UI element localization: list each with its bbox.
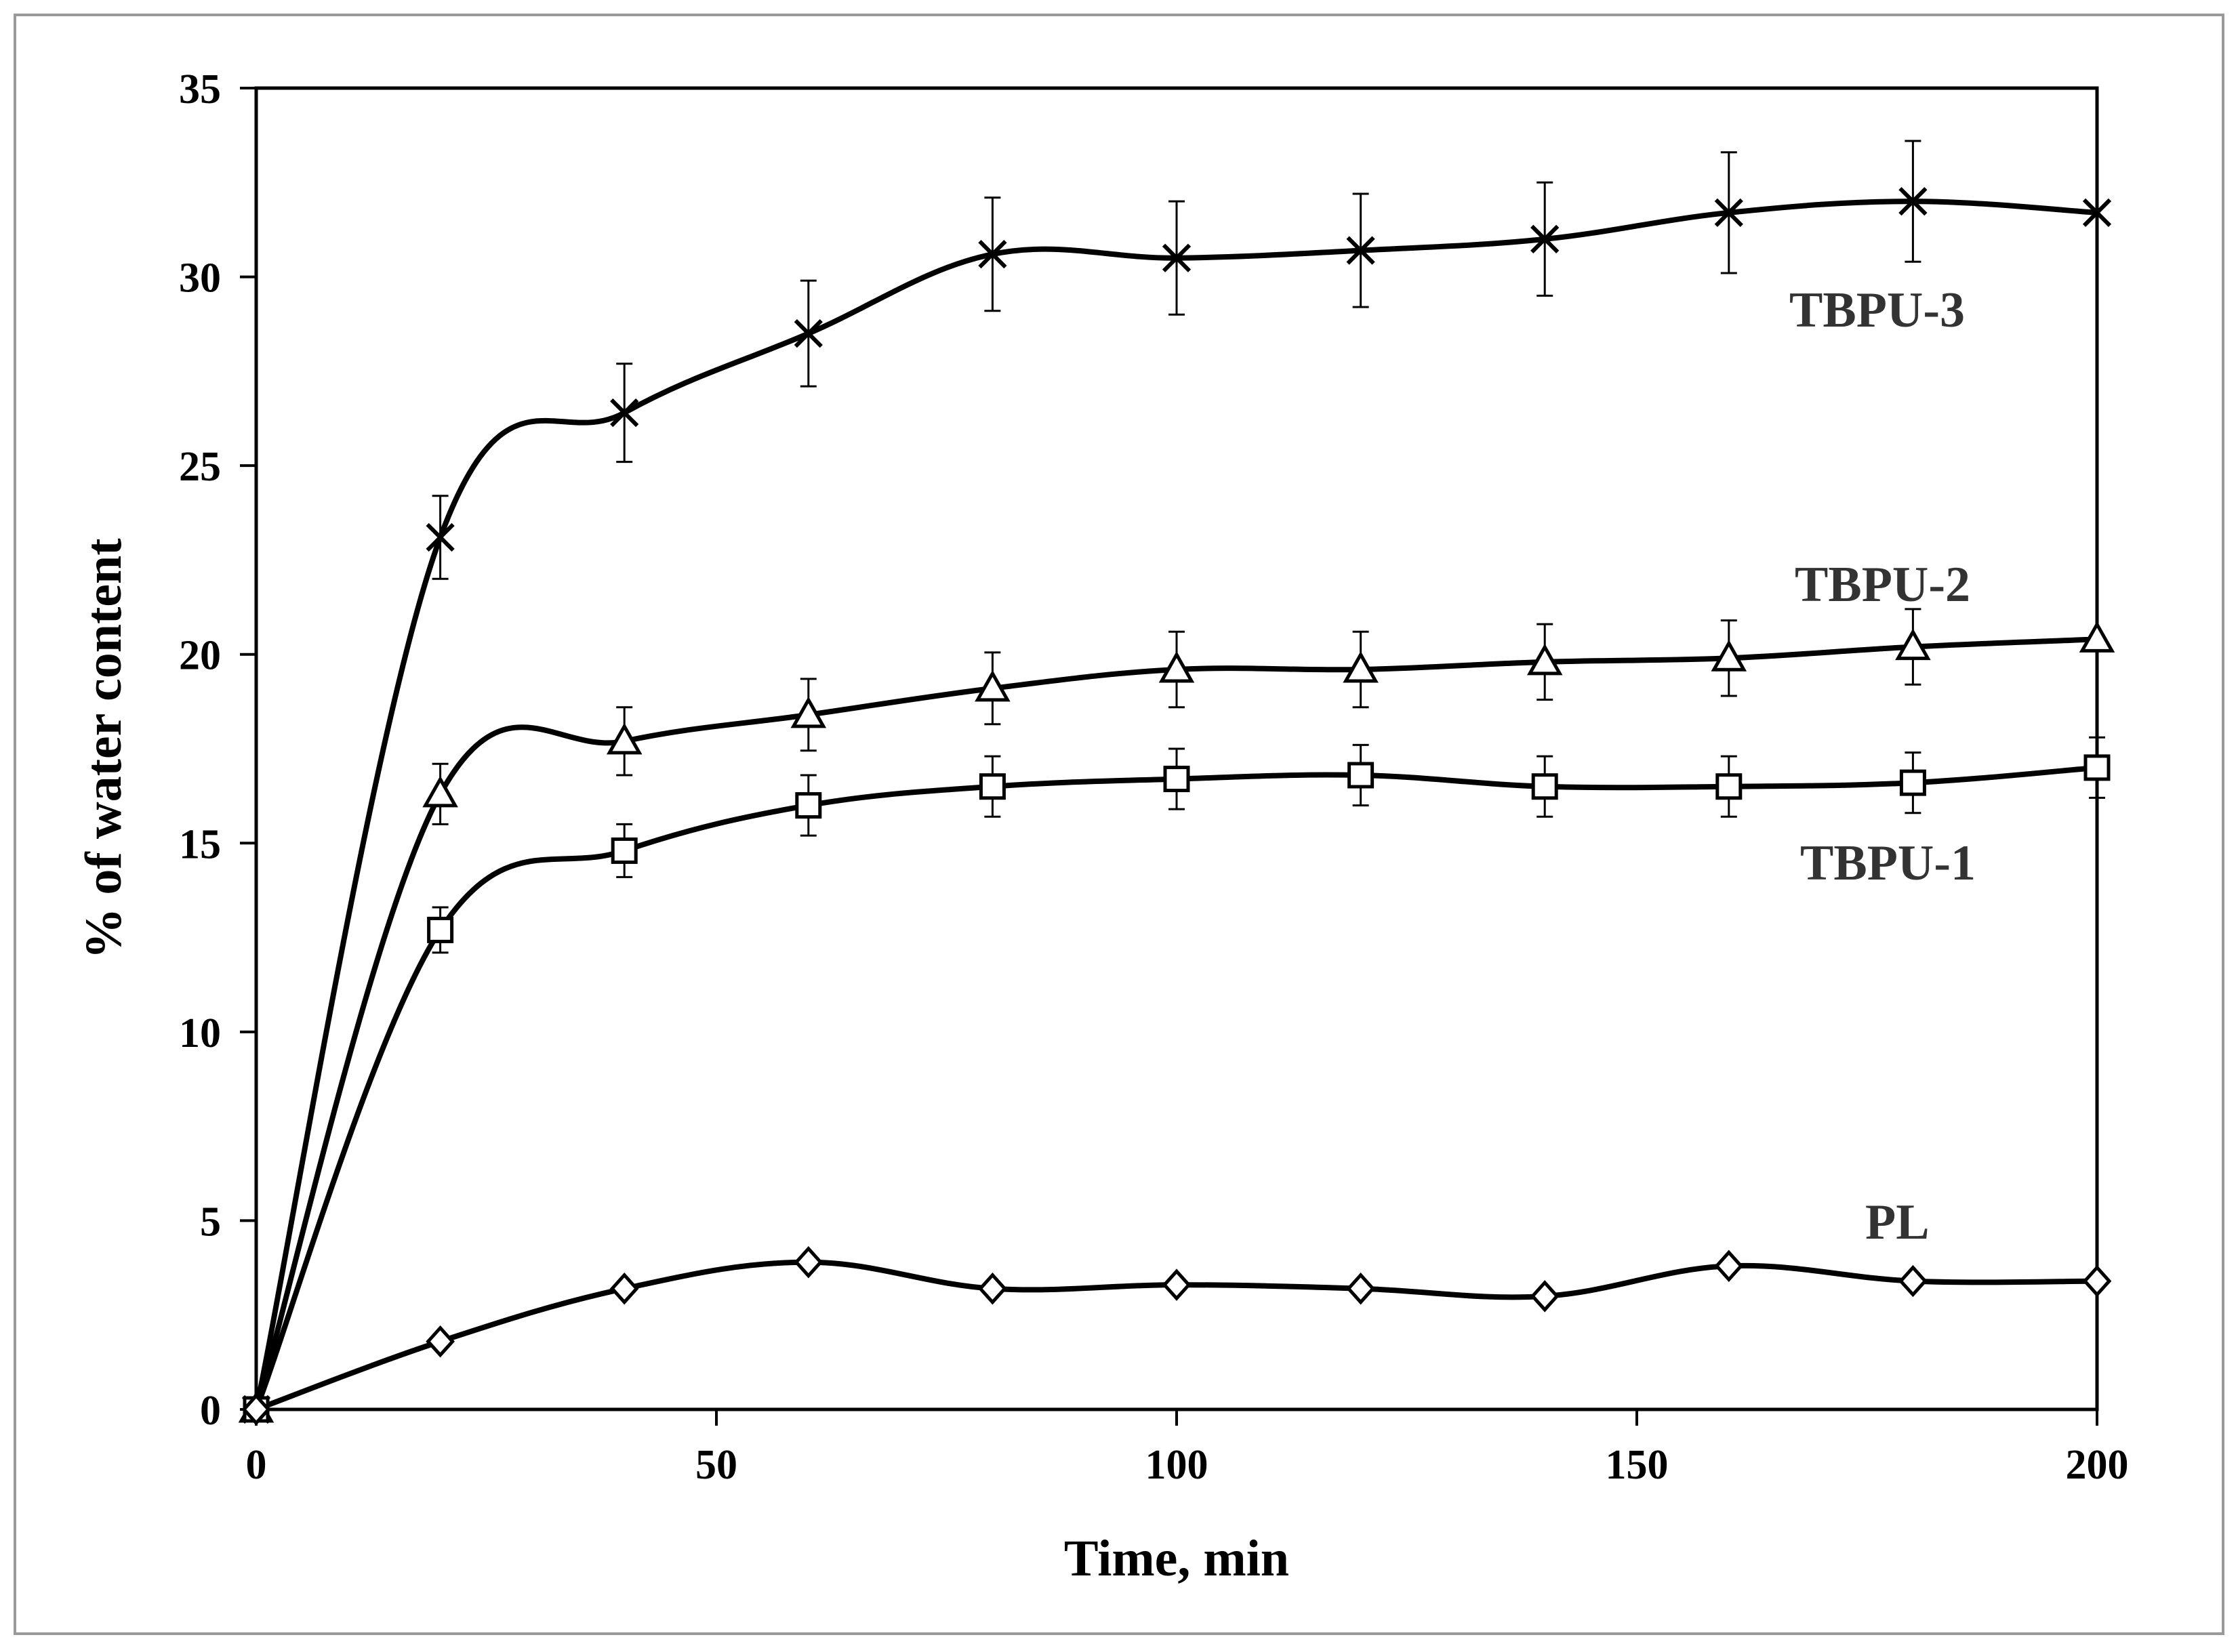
tbpu-1-point [1531,773,1558,800]
tbpu-2-point [422,775,458,808]
tbpu-2-point [1343,651,1379,683]
y-tick-label: 5 [200,1199,221,1245]
pl-point [609,1272,639,1305]
pl-point [1530,1280,1560,1313]
tbpu-2-point [1526,643,1563,676]
tbpu-3-point-stroke [610,398,639,428]
tbpu-3-point-stroke [978,240,1007,269]
tbpu-3-point [1530,224,1560,253]
tbpu-3-point [1714,198,1743,227]
tbpu-1-point [611,837,638,864]
series-label-pl: PL [1865,1195,1930,1250]
error-bars-layer [432,140,2105,954]
pl-point [241,1393,271,1426]
x-tick-label: 100 [1145,1442,1208,1488]
tbpu-3-point [2082,198,2112,227]
pl-point [426,1325,455,1358]
tbpu-3-point-stroke [1898,187,1928,216]
tbpu-1-point [979,773,1006,800]
tbpu-3-point-stroke [2082,198,2112,227]
tbpu-3-point [610,398,639,428]
pl-point [1714,1250,1744,1283]
pl-point [794,1245,823,1279]
x-axis-title: Time, min [1064,1530,1289,1587]
tbpu-1-line [253,764,2100,1412]
tbpu-1-point [2083,754,2111,781]
markers-layer [238,187,2115,1426]
pl-point [1162,1268,1192,1301]
tbpu-1-point [1899,769,1926,796]
tbpu-2-line [253,636,2100,1412]
pl-point [1346,1272,1375,1305]
tbpu-2-point [2079,621,2115,653]
tbpu-1-point [1163,766,1190,793]
tbpu-3-point-stroke [794,319,823,348]
tbpu-2-point [1711,640,1747,672]
tbpu-1-point [427,916,454,943]
y-tick-label: 30 [179,255,221,302]
tbpu-3-point-stroke [1714,198,1743,227]
series-label-tbpu-2: TBPU-2 [1795,557,1970,613]
tbpu-3-point [426,522,455,552]
outer-frame [14,14,2224,1635]
tbpu-3-point-stroke [426,522,455,552]
tbpu-2-point [975,669,1011,702]
tbpu-3-point [794,319,823,348]
tbpu-3-line [253,199,2100,1412]
tbpu-3-point [1162,243,1192,272]
tbpu-1-point [1347,762,1375,789]
tbpu-3-point [1346,236,1375,265]
tbpu-2-point [606,722,643,755]
pl-point [1898,1264,1928,1298]
y-tick-label: 15 [179,821,221,867]
x-tick-label: 0 [246,1442,267,1488]
series-label-tbpu-1: TBPU-1 [1800,835,1976,891]
tbpu-3-point-stroke [1530,224,1560,253]
tbpu-3-point [978,240,1007,269]
tbpu-3-point-stroke [1162,243,1192,272]
x-tick-label: 150 [1606,1442,1669,1488]
y-tick-label: 25 [179,444,221,490]
x-tick-label: 200 [2066,1442,2129,1488]
pl-point [978,1272,1007,1305]
y-tick-label: 20 [179,633,221,679]
series-label-tbpu-3: TBPU-3 [1789,283,1965,338]
y-tick-label: 10 [179,1010,221,1056]
tbpu-2-point [790,696,827,728]
tbpu-2-point [1895,628,1931,661]
x-tick-label: 50 [695,1442,737,1488]
tbpu-1-point [1715,773,1743,800]
tbpu-3-point-stroke [1346,236,1375,265]
y-tick-label: 0 [200,1388,221,1434]
y-axis-title: % of water content [75,538,132,959]
pl-point [2082,1264,2112,1298]
tbpu-1-point [795,792,822,819]
tbpu-3-point [1898,187,1928,216]
y-tick-label: 35 [179,66,221,112]
tbpu-2-point [1158,651,1195,683]
ticks-layer: 0 50 100 150 200 0 5 10 15 20 25 30 35 [179,66,2129,1488]
